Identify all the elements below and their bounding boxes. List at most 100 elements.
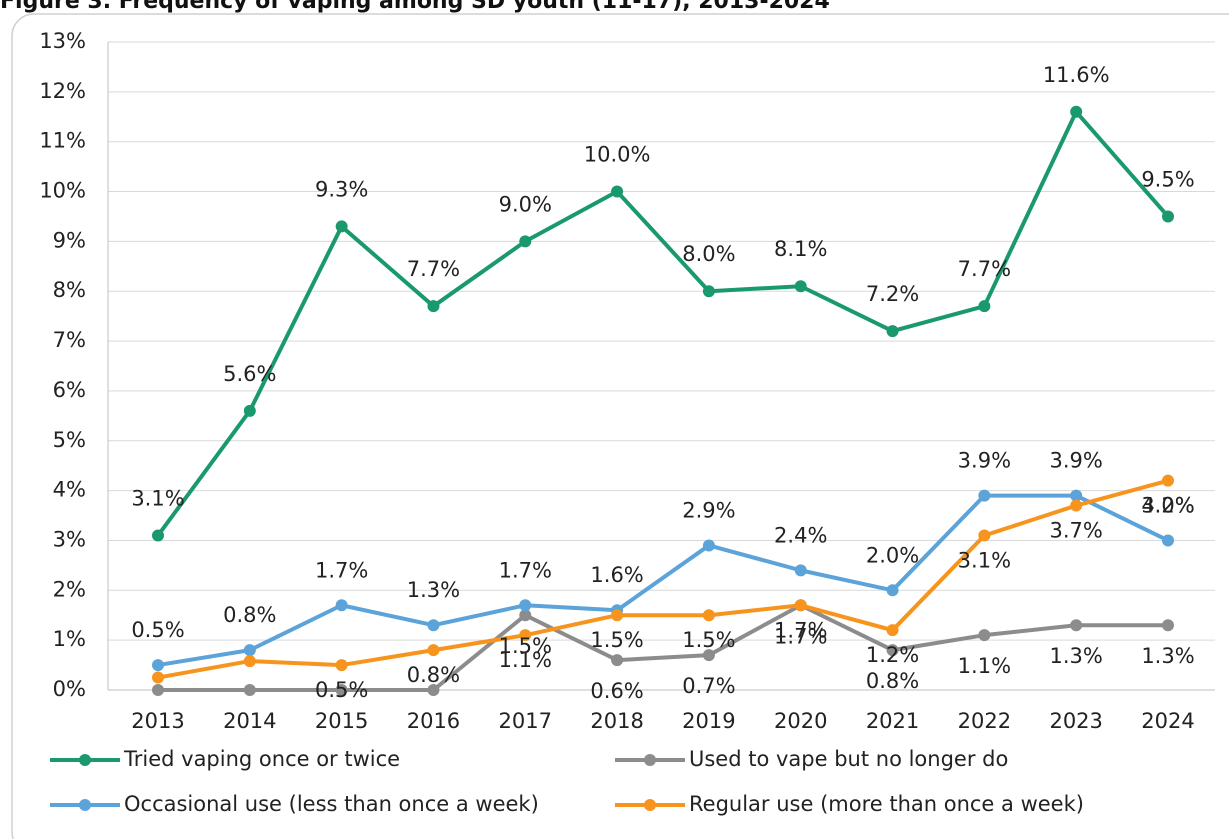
data-point: [702, 539, 715, 552]
data-label: 9.3%: [315, 177, 368, 201]
data-point: [335, 599, 348, 612]
x-tick-label: 2024: [1141, 709, 1194, 733]
x-tick-label: 2015: [315, 709, 368, 733]
data-point: [1162, 474, 1174, 487]
y-tick-label: 1%: [53, 627, 86, 651]
x-tick-label: 2013: [131, 709, 184, 733]
data-label: 0.7%: [682, 674, 735, 698]
data-point: [702, 649, 715, 662]
data-label: 1.5%: [590, 628, 643, 652]
data-label: 9.5%: [1141, 167, 1194, 191]
data-label: 1.6%: [590, 563, 643, 587]
data-label: 1.7%: [774, 618, 827, 642]
data-point: [519, 609, 532, 622]
data-point: [794, 564, 807, 577]
data-point: [243, 404, 256, 417]
data-label: 1.7%: [315, 558, 368, 582]
data-label: 3.1%: [131, 486, 184, 510]
data-label: 0.6%: [590, 679, 643, 703]
y-tick-label: 4%: [53, 478, 86, 502]
data-label: 1.1%: [499, 648, 552, 672]
data-label: 7.7%: [407, 257, 460, 281]
data-point: [978, 629, 991, 642]
data-point: [335, 220, 348, 233]
data-label: 8.1%: [774, 237, 827, 261]
data-point: [1070, 499, 1083, 512]
data-label: 3.0%: [1141, 493, 1194, 517]
data-label: 1.1%: [958, 654, 1011, 678]
data-label: 0.8%: [407, 663, 460, 687]
data-label: 11.6%: [1043, 63, 1110, 87]
data-point: [1162, 210, 1174, 223]
series-line: [157, 493, 1169, 668]
data-label: 2.0%: [866, 543, 919, 567]
y-tick-label: 9%: [53, 228, 86, 252]
frame: [11, 13, 1229, 839]
data-point: [794, 599, 807, 612]
data-label: 1.7%: [499, 558, 552, 582]
legend-label: Regular use (more than once a week): [689, 792, 1084, 816]
y-tick-label: 7%: [53, 328, 86, 352]
data-label: 3.7%: [1050, 519, 1103, 543]
x-tick-label: 2019: [682, 709, 735, 733]
y-tick-label: 10%: [39, 179, 86, 203]
data-point: [611, 609, 624, 622]
data-label: 2.4%: [774, 523, 827, 547]
data-point: [427, 300, 440, 313]
data-point: [702, 609, 715, 622]
y-tick-label: 11%: [39, 129, 86, 153]
data-point: [978, 529, 991, 542]
data-label: 9.0%: [499, 192, 552, 216]
x-tick-label: 2022: [958, 709, 1011, 733]
y-tick-label: 2%: [53, 577, 86, 601]
x-tick-label: 2020: [774, 709, 827, 733]
data-point: [427, 644, 440, 657]
data-point: [243, 655, 256, 668]
data-label: 7.7%: [958, 257, 1011, 281]
data-point: [1162, 534, 1174, 547]
data-label: 3.9%: [958, 449, 1011, 473]
legend-marker: [644, 754, 656, 766]
data-point: [152, 671, 164, 684]
data-label: 0.5%: [131, 618, 184, 642]
data-point: [1070, 619, 1083, 632]
data-label: 8.0%: [682, 242, 735, 266]
legend-label: Used to vape but no longer do: [689, 747, 1008, 771]
data-point: [243, 684, 256, 696]
data-point: [1070, 489, 1083, 502]
data-point: [702, 285, 715, 298]
data-label: 2.9%: [682, 498, 735, 522]
data-point: [978, 300, 991, 313]
data-label: 1.5%: [682, 628, 735, 652]
series-line: [157, 478, 1169, 680]
data-point: [243, 644, 256, 657]
series-line: [156, 109, 1170, 537]
data-point: [1162, 619, 1174, 632]
legend-label: Tried vaping once or twice: [123, 747, 400, 771]
x-tick-label: 2016: [407, 709, 460, 733]
data-label: 1.5%: [499, 634, 552, 658]
data-label: 1.3%: [1141, 644, 1194, 668]
data-point: [611, 654, 624, 667]
data-label: 1.2%: [866, 643, 919, 667]
x-tick-label: 2017: [499, 709, 552, 733]
data-point: [794, 280, 807, 293]
data-label: 4.2%: [1141, 494, 1194, 518]
data-label: 1.7%: [774, 624, 827, 648]
data-label: 0.5%: [315, 678, 368, 702]
data-point: [886, 584, 899, 597]
data-point: [611, 185, 624, 198]
data-label: 7.2%: [866, 282, 919, 306]
data-label: 0.8%: [866, 669, 919, 693]
legend-marker: [79, 799, 91, 811]
x-tick-label: 2018: [590, 709, 643, 733]
data-point: [427, 684, 440, 696]
x-tick-label: 2023: [1049, 709, 1102, 733]
x-tick-label: 2014: [223, 709, 276, 733]
y-tick-label: 12%: [39, 79, 86, 103]
legend-label: Occasional use (less than once a week): [124, 792, 539, 816]
chart-title: Figure 3. Frequency of vaping among SD y…: [0, 0, 830, 14]
data-point: [886, 325, 899, 338]
y-tick-label: 6%: [53, 378, 86, 402]
